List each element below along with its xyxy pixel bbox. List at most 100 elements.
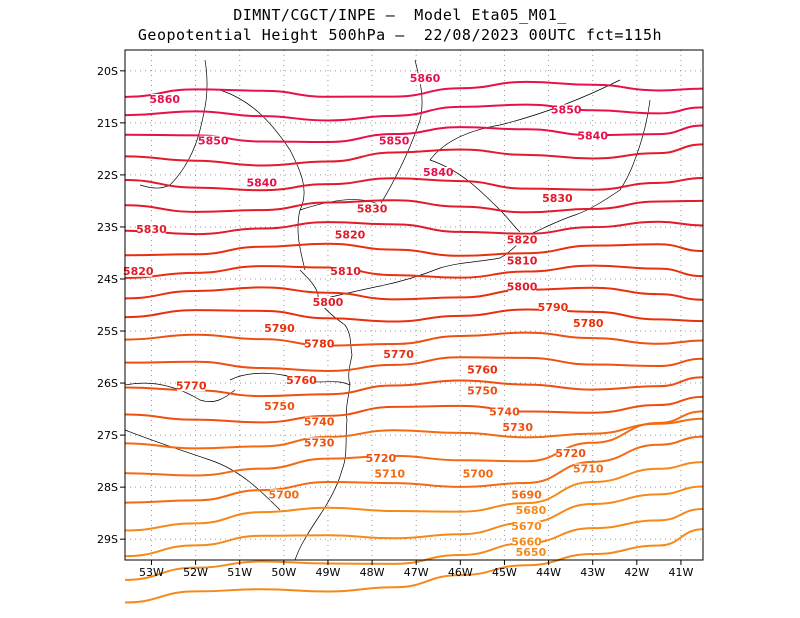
axis-tick-labels: 53W 52W 51W 50W 49W 48W 47W 46W 45W 44W 43W 42W 41W 2… — [97, 65, 693, 579]
contour-labels: 5860 5860 5850 5850 5850 5840 5840 5840 5830 5830… — [123, 72, 608, 559]
lat-tick-label: 21S — [97, 117, 118, 130]
lon-tick-label: 52W — [183, 566, 208, 579]
contour-label-bg — [508, 281, 537, 293]
lon-tick-label: 42W — [624, 566, 649, 579]
lon-tick-label: 41W — [669, 566, 694, 579]
lon-tick-label: 45W — [492, 566, 517, 579]
contour-label-bg — [508, 234, 537, 246]
contour-label-bg — [512, 536, 541, 548]
contour-label: 5800 — [313, 296, 344, 309]
contour-5760 — [124, 308, 704, 323]
lat-tick-label: 20S — [97, 65, 118, 78]
contour-label: 5770 — [176, 379, 207, 392]
contour-label: 5860 — [410, 72, 441, 85]
contour-label-bg — [150, 94, 179, 106]
contour-label-bg — [336, 229, 365, 241]
contour-5770 — [124, 286, 704, 301]
contour-label: 5730 — [304, 437, 335, 450]
contour-label: 5850 — [379, 135, 410, 148]
contour-label-bg — [305, 416, 334, 428]
lat-tick-label: 29S — [97, 533, 118, 546]
contour-label: 5840 — [577, 129, 608, 142]
contour-label: 5710 — [573, 463, 604, 476]
contour-label: 5840 — [423, 166, 454, 179]
contour-label: 5750 — [467, 384, 498, 397]
contour-label: 5830 — [542, 192, 573, 205]
lon-tick-label: 48W — [360, 566, 385, 579]
contour-label-bg — [516, 505, 545, 517]
contour-5650 — [124, 528, 704, 604]
contour-5710 — [124, 417, 704, 450]
contour-label: 5680 — [516, 504, 547, 517]
contour-label-bg — [468, 385, 497, 397]
contour-5830 — [124, 143, 704, 167]
contour-5750 — [124, 331, 704, 347]
state-border — [299, 199, 381, 211]
contour-label-bg — [578, 130, 607, 142]
contour-5730 — [124, 376, 704, 398]
coastline — [317, 99, 651, 301]
contour-label: 5700 — [269, 489, 300, 502]
contour-label-bg — [468, 364, 497, 376]
lon-tick-label: 51W — [227, 566, 252, 579]
contour-label-bg — [384, 349, 413, 361]
lon-tick-label: 43W — [580, 566, 605, 579]
contour-label-bg — [199, 135, 228, 147]
contour-5860 — [124, 80, 704, 98]
contour-label: 5660 — [511, 535, 542, 548]
contour-label: 5700 — [463, 468, 494, 481]
contour-label: 5850 — [551, 103, 582, 116]
contour-label-bg — [287, 375, 316, 387]
contour-label: 5840 — [246, 176, 277, 189]
contour-label-bg — [516, 546, 545, 558]
contour-label-bg — [366, 453, 395, 465]
state-border — [139, 59, 208, 189]
contour-label: 5650 — [516, 546, 547, 559]
contour-label: 5850 — [198, 135, 229, 148]
contour-5780 — [124, 264, 704, 279]
contour-label-bg — [411, 73, 440, 85]
lon-tick-label: 50W — [271, 566, 296, 579]
contour-label-bg — [490, 406, 519, 418]
contour-label: 5800 — [507, 280, 538, 293]
contour-label-bg — [512, 489, 541, 501]
contour-label: 5730 — [502, 421, 533, 434]
contour-label-bg — [512, 520, 541, 532]
contour-label-bg — [463, 468, 492, 480]
contour-label-bg — [574, 463, 603, 475]
contour-5670 — [124, 485, 704, 558]
contour-5810 — [124, 199, 704, 214]
map-title-line-2: Geopotential Height 500hPa – 22/08/2023 … — [137, 26, 663, 44]
contour-label: 5810 — [330, 265, 361, 278]
contour-label-bg — [177, 380, 206, 392]
contour-label: 5790 — [264, 322, 295, 335]
lon-tick-label: 47W — [404, 566, 429, 579]
contour-label: 5690 — [511, 489, 542, 502]
map-title-line-1: DIMNT/CGCT/INPE – Model Eta05_M01_ — [233, 6, 567, 24]
lat-tick-label: 25S — [97, 325, 118, 338]
lat-tick-label: 27S — [97, 429, 118, 442]
contour-label-bg — [543, 192, 572, 204]
contour-5720 — [124, 395, 704, 424]
contour-label-bg — [556, 447, 585, 459]
lat-tick-label: 22S — [97, 169, 118, 182]
lat-tick-label: 28S — [97, 481, 118, 494]
contour-label: 5830 — [357, 202, 388, 215]
contour-label: 5720 — [555, 447, 586, 460]
contour-label-bg — [313, 297, 342, 308]
coastline-and-borders — [124, 59, 651, 561]
contour-label: 5810 — [507, 254, 538, 267]
contour-label: 5860 — [149, 93, 180, 106]
contour-label-bg — [358, 203, 387, 215]
contour-label: 5830 — [136, 223, 167, 236]
state-border — [124, 429, 281, 511]
height-contours — [124, 80, 704, 604]
contour-label-bg — [503, 421, 532, 433]
contour-label-bg — [265, 323, 294, 335]
contour-label: 5820 — [123, 265, 154, 278]
contour-5820 — [124, 177, 704, 192]
contour-label-bg — [305, 338, 334, 350]
contour-label: 5670 — [511, 520, 542, 533]
contour-5850 — [124, 103, 704, 122]
